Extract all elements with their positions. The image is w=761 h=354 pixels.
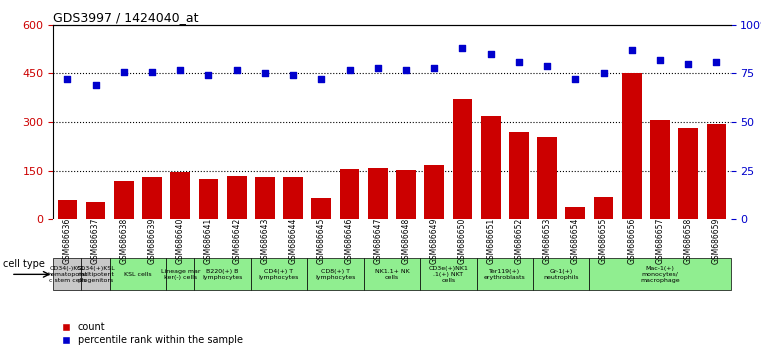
- Point: [428, 65, 441, 70]
- Bar: [425, 165, 444, 219]
- Point: [231, 67, 243, 72]
- Bar: [622, 73, 642, 219]
- Bar: [678, 128, 698, 219]
- Text: Ter119(+)
erythroblasts: Ter119(+) erythroblasts: [484, 269, 526, 280]
- Bar: [81, 258, 110, 290]
- Bar: [58, 200, 78, 219]
- Bar: [706, 124, 726, 219]
- Point: [457, 45, 469, 51]
- Bar: [481, 116, 501, 219]
- Bar: [364, 258, 420, 290]
- Point: [174, 67, 186, 72]
- Bar: [166, 258, 194, 290]
- Bar: [114, 181, 134, 219]
- Text: NK1.1+ NK
cells: NK1.1+ NK cells: [374, 269, 409, 280]
- Point: [259, 70, 271, 76]
- Bar: [420, 258, 476, 290]
- Bar: [594, 198, 613, 219]
- Bar: [311, 198, 331, 219]
- Bar: [142, 177, 162, 219]
- Bar: [86, 202, 106, 219]
- Point: [287, 73, 299, 78]
- Bar: [255, 177, 275, 219]
- Text: KSL cells: KSL cells: [124, 272, 151, 277]
- Bar: [368, 167, 387, 219]
- Bar: [170, 172, 190, 219]
- Point: [118, 69, 130, 74]
- Point: [400, 67, 412, 72]
- Point: [62, 76, 74, 82]
- Bar: [283, 177, 303, 219]
- Text: CD4(+) T
lymphocytes: CD4(+) T lymphocytes: [259, 269, 299, 280]
- Legend: count, percentile rank within the sample: count, percentile rank within the sample: [58, 319, 247, 349]
- Bar: [453, 99, 473, 219]
- Point: [485, 51, 497, 57]
- Text: B220(+) B
lymphocytes: B220(+) B lymphocytes: [202, 269, 243, 280]
- Text: CD34(-)KSL
hematopoiet
c stem cells: CD34(-)KSL hematopoiet c stem cells: [47, 266, 88, 282]
- Bar: [110, 258, 166, 290]
- Bar: [650, 120, 670, 219]
- Point: [541, 63, 553, 68]
- Text: CD8(+) T
lymphocytes: CD8(+) T lymphocytes: [315, 269, 355, 280]
- Bar: [199, 179, 218, 219]
- Bar: [396, 170, 416, 219]
- Point: [654, 57, 666, 63]
- Point: [202, 73, 215, 78]
- Text: Lineage mar
ker(-) cells: Lineage mar ker(-) cells: [161, 269, 200, 280]
- Bar: [227, 176, 247, 219]
- Text: Gr-1(+)
neutrophils: Gr-1(+) neutrophils: [543, 269, 579, 280]
- Text: CD34(+)KSL
multipotent
progenitors: CD34(+)KSL multipotent progenitors: [76, 266, 115, 282]
- Text: cell type: cell type: [3, 259, 45, 269]
- Text: CD3e(+)NK1
.1(+) NKT
cells: CD3e(+)NK1 .1(+) NKT cells: [428, 266, 468, 282]
- Bar: [251, 258, 307, 290]
- Point: [371, 65, 384, 70]
- Point: [597, 70, 610, 76]
- Bar: [565, 206, 585, 219]
- Point: [146, 69, 158, 74]
- Point: [90, 82, 102, 88]
- Text: Mac-1(+)
monocytes/
macrophage: Mac-1(+) monocytes/ macrophage: [640, 266, 680, 282]
- Bar: [590, 258, 731, 290]
- Bar: [339, 169, 359, 219]
- Point: [682, 61, 694, 67]
- Bar: [307, 258, 364, 290]
- Bar: [194, 258, 251, 290]
- Point: [513, 59, 525, 64]
- Bar: [53, 258, 81, 290]
- Point: [626, 47, 638, 53]
- Point: [315, 76, 327, 82]
- Point: [710, 59, 722, 64]
- Point: [569, 76, 581, 82]
- Bar: [533, 258, 590, 290]
- Bar: [537, 137, 557, 219]
- Bar: [509, 132, 529, 219]
- Point: [343, 67, 355, 72]
- Text: GDS3997 / 1424040_at: GDS3997 / 1424040_at: [53, 11, 199, 24]
- Bar: [476, 258, 533, 290]
